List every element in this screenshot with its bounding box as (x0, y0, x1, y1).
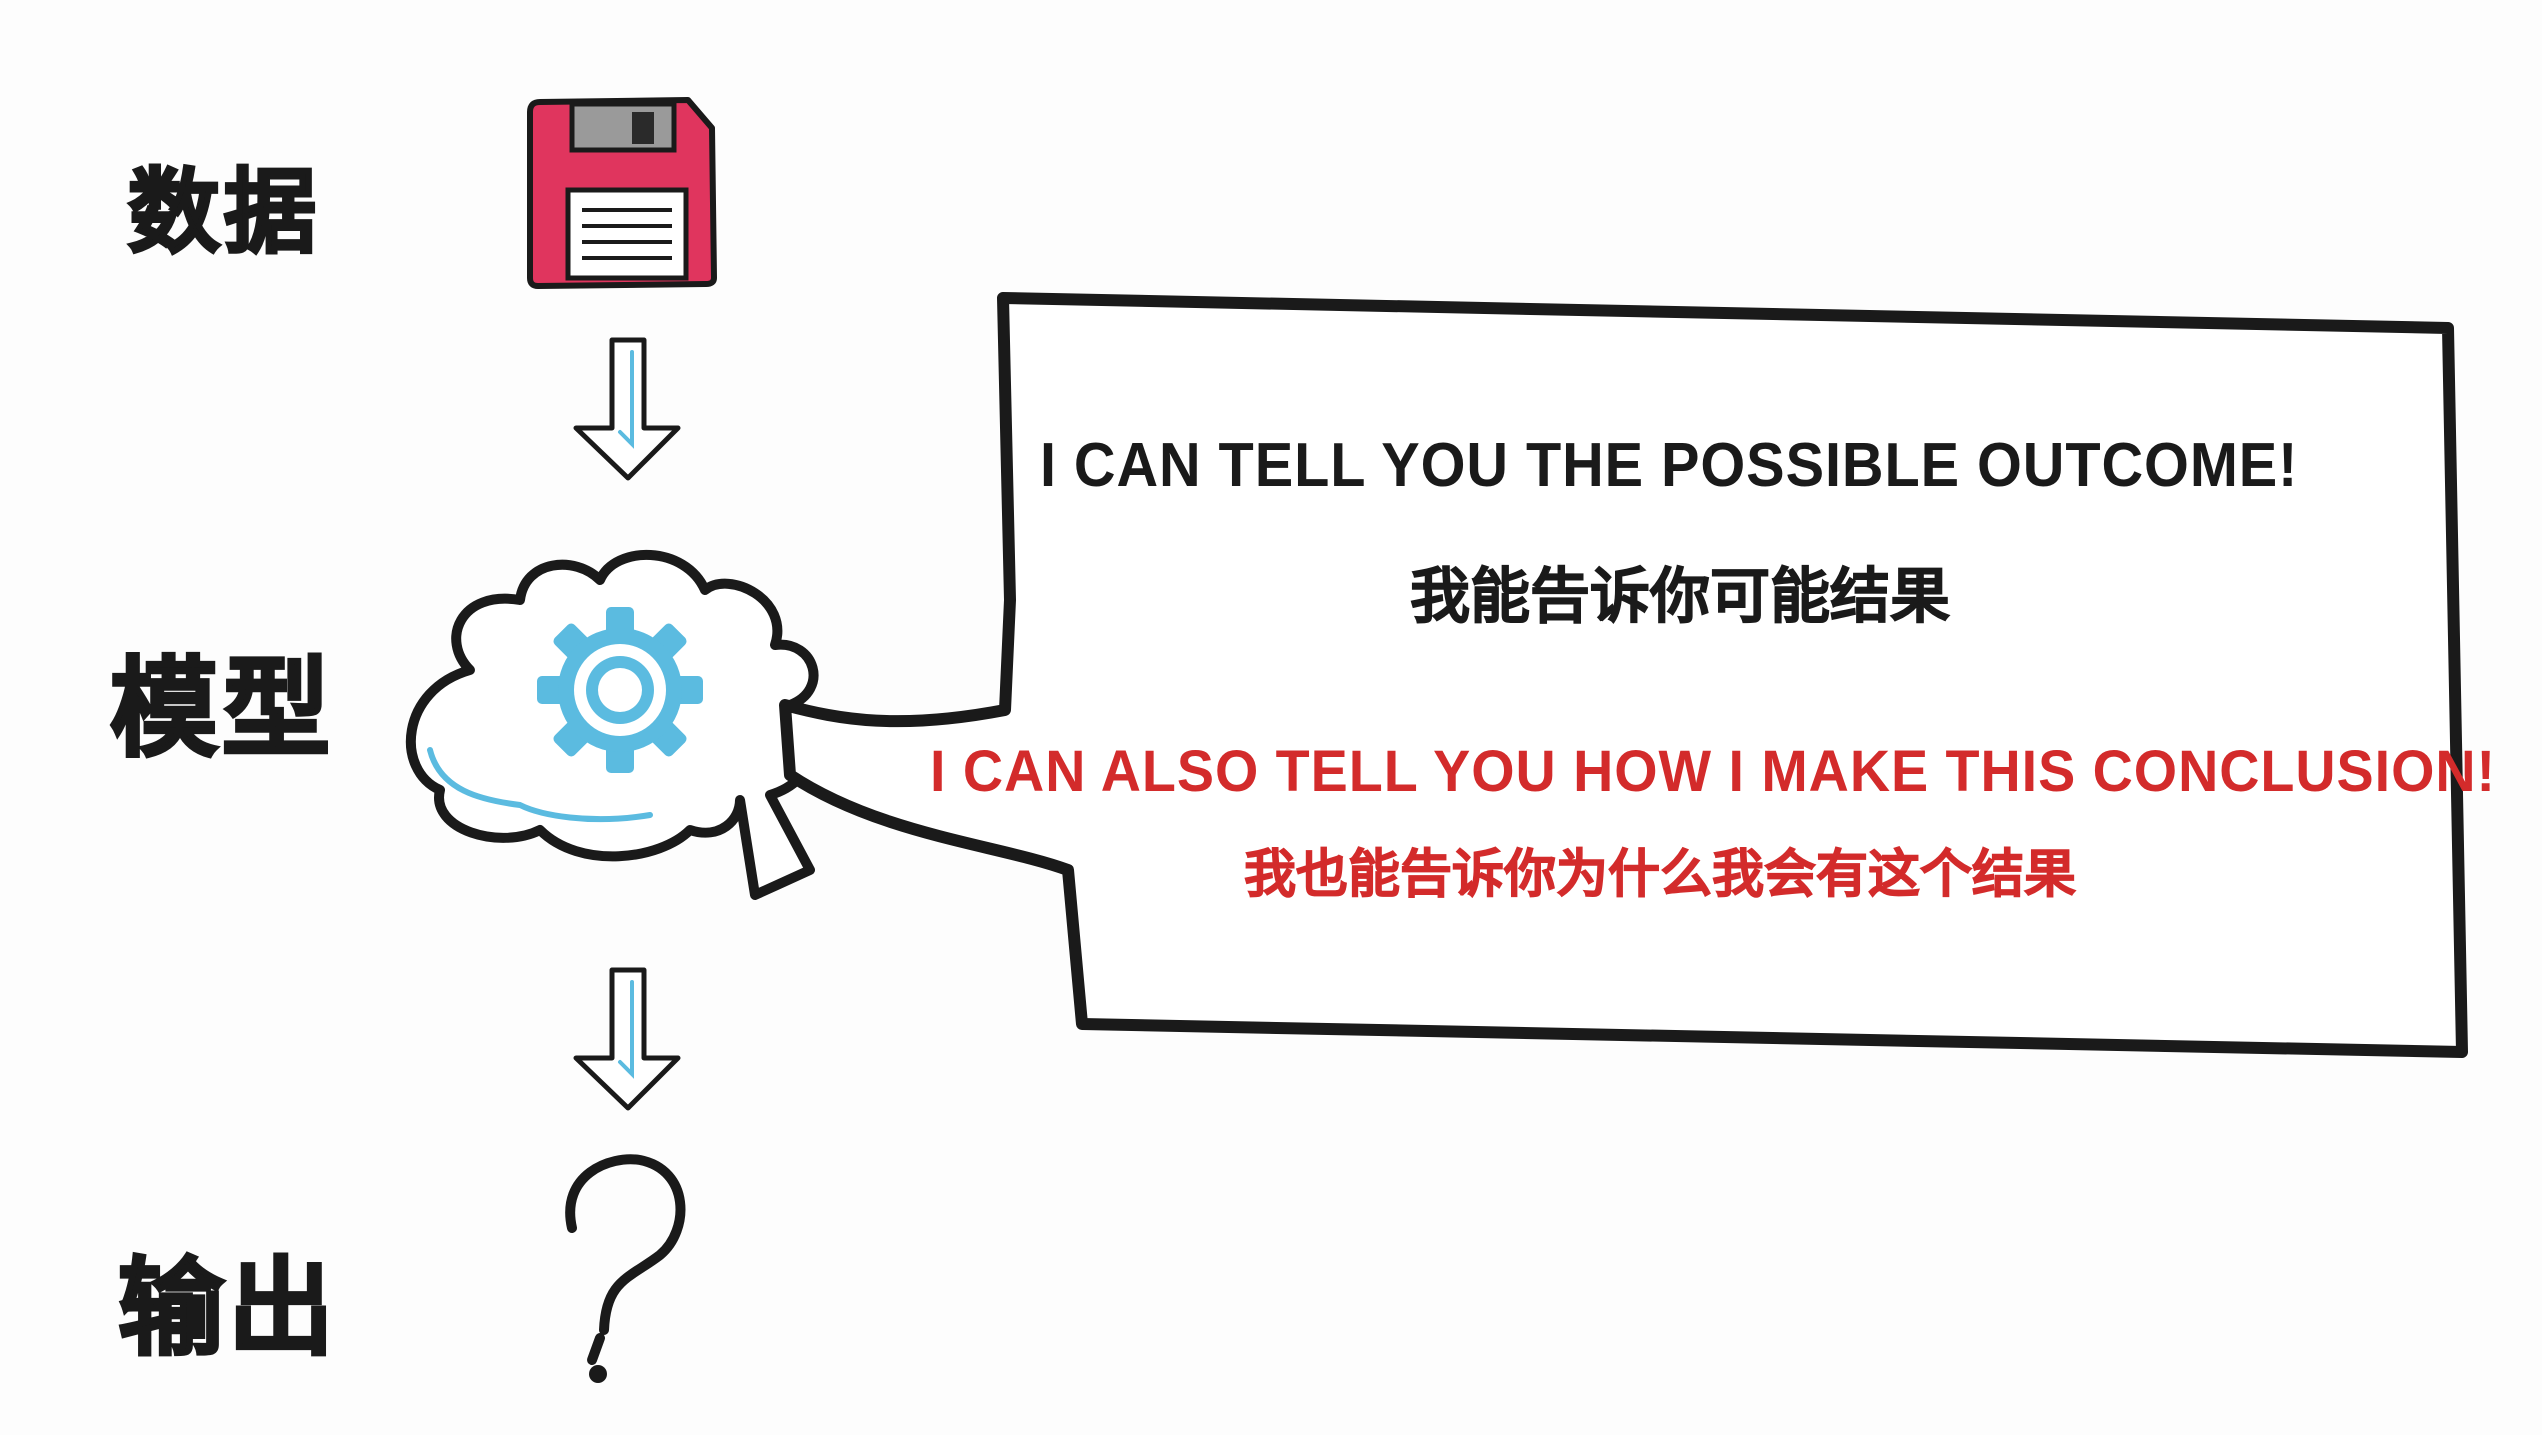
model-label: 模型 (108, 646, 335, 774)
output-label: 输出 (117, 1246, 338, 1372)
question-mark-icon (565, 1154, 686, 1383)
explanation-statement-en: I CAN ALSO TELL YOU HOW I MAKE THIS CONC… (930, 739, 2497, 804)
brain-gear-icon (405, 549, 819, 900)
outcome-statement-zh: 我能告诉你可能结果 (1410, 562, 1951, 633)
speech-bubble (779, 292, 2468, 1058)
data-label: 数据 (126, 158, 321, 268)
explanation-statement-zh: 我也能告诉你为什么我会有这个结果 (1243, 845, 2076, 906)
down-arrow-icon (573, 337, 681, 481)
outcome-statement-en: I CAN TELL YOU THE POSSIBLE OUTCOME! (1040, 431, 2299, 500)
down-arrow-icon (573, 967, 681, 1111)
floppy-disk-icon (527, 97, 717, 289)
